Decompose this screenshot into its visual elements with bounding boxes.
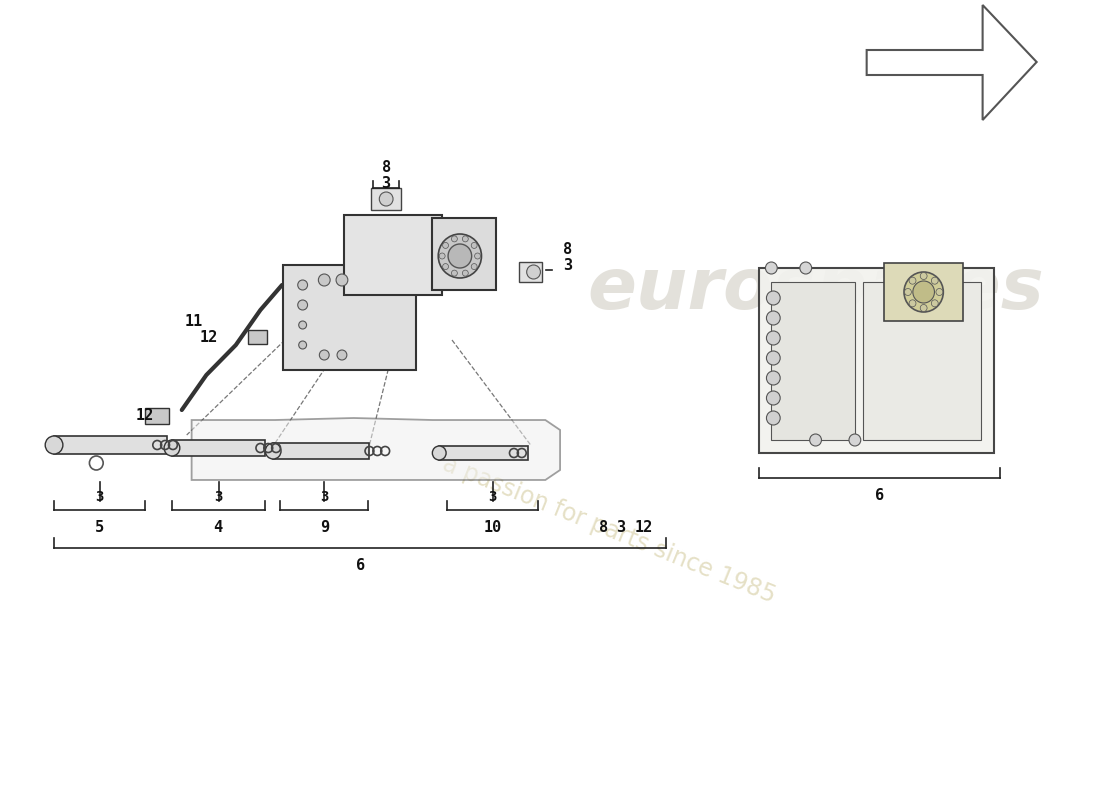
Text: 6: 6 xyxy=(356,558,365,574)
Circle shape xyxy=(921,305,927,311)
Polygon shape xyxy=(191,418,560,480)
FancyBboxPatch shape xyxy=(172,440,265,456)
FancyBboxPatch shape xyxy=(862,282,980,440)
Circle shape xyxy=(767,371,780,385)
Circle shape xyxy=(164,440,179,456)
Text: 6: 6 xyxy=(874,489,884,503)
Circle shape xyxy=(932,300,938,307)
FancyBboxPatch shape xyxy=(145,408,169,424)
Circle shape xyxy=(438,234,482,278)
Text: 10: 10 xyxy=(483,519,502,534)
Circle shape xyxy=(432,446,447,460)
FancyBboxPatch shape xyxy=(432,218,496,290)
Circle shape xyxy=(442,242,449,249)
Text: 9: 9 xyxy=(320,519,329,534)
Circle shape xyxy=(451,236,458,242)
Circle shape xyxy=(298,300,308,310)
Circle shape xyxy=(766,262,778,274)
FancyBboxPatch shape xyxy=(519,262,542,282)
Text: 3: 3 xyxy=(563,258,572,273)
Circle shape xyxy=(451,270,458,276)
Circle shape xyxy=(527,265,540,279)
Circle shape xyxy=(810,434,822,446)
FancyBboxPatch shape xyxy=(439,446,528,460)
Circle shape xyxy=(439,253,446,259)
Circle shape xyxy=(904,289,912,295)
Circle shape xyxy=(767,411,780,425)
Circle shape xyxy=(904,272,944,312)
Text: 11: 11 xyxy=(185,314,202,330)
Circle shape xyxy=(767,391,780,405)
Circle shape xyxy=(471,242,477,249)
Circle shape xyxy=(45,436,63,454)
Text: 3: 3 xyxy=(320,490,329,504)
Text: 8: 8 xyxy=(563,242,572,258)
FancyBboxPatch shape xyxy=(248,330,267,344)
Text: 12: 12 xyxy=(135,407,154,422)
Circle shape xyxy=(936,289,943,295)
FancyBboxPatch shape xyxy=(283,265,416,370)
FancyBboxPatch shape xyxy=(771,282,855,440)
Circle shape xyxy=(298,280,308,290)
FancyBboxPatch shape xyxy=(884,263,962,321)
FancyBboxPatch shape xyxy=(759,268,994,453)
Circle shape xyxy=(909,300,916,307)
Circle shape xyxy=(442,263,449,270)
Text: 8: 8 xyxy=(598,519,608,534)
FancyBboxPatch shape xyxy=(372,188,400,210)
FancyBboxPatch shape xyxy=(344,215,442,295)
Circle shape xyxy=(337,274,348,286)
Circle shape xyxy=(800,262,812,274)
Text: 3: 3 xyxy=(95,490,103,504)
Circle shape xyxy=(474,253,481,259)
Text: 3: 3 xyxy=(382,175,390,190)
FancyBboxPatch shape xyxy=(273,443,370,459)
Circle shape xyxy=(462,236,469,242)
Text: 3: 3 xyxy=(214,490,222,504)
Circle shape xyxy=(319,350,329,360)
Circle shape xyxy=(299,321,307,329)
Circle shape xyxy=(767,331,780,345)
Circle shape xyxy=(471,263,477,270)
Circle shape xyxy=(913,281,935,303)
Circle shape xyxy=(462,270,469,276)
Circle shape xyxy=(379,192,393,206)
Text: 8: 8 xyxy=(382,161,390,175)
Circle shape xyxy=(767,351,780,365)
Text: eurospares: eurospares xyxy=(587,255,1044,325)
Circle shape xyxy=(849,434,861,446)
Text: 3: 3 xyxy=(488,490,496,504)
Circle shape xyxy=(932,277,938,284)
Circle shape xyxy=(909,277,916,284)
FancyBboxPatch shape xyxy=(54,436,167,454)
Text: 3: 3 xyxy=(616,519,626,534)
Circle shape xyxy=(265,443,280,459)
Circle shape xyxy=(299,341,307,349)
Text: 5: 5 xyxy=(95,519,103,534)
Circle shape xyxy=(337,350,346,360)
Circle shape xyxy=(318,274,330,286)
Text: 12: 12 xyxy=(635,519,652,534)
Circle shape xyxy=(767,311,780,325)
Circle shape xyxy=(921,273,927,279)
Circle shape xyxy=(448,244,472,268)
Circle shape xyxy=(767,291,780,305)
Text: 12: 12 xyxy=(199,330,218,345)
Polygon shape xyxy=(867,5,1036,120)
Text: a passion for parts since 1985: a passion for parts since 1985 xyxy=(439,452,779,608)
Text: 4: 4 xyxy=(213,519,222,534)
